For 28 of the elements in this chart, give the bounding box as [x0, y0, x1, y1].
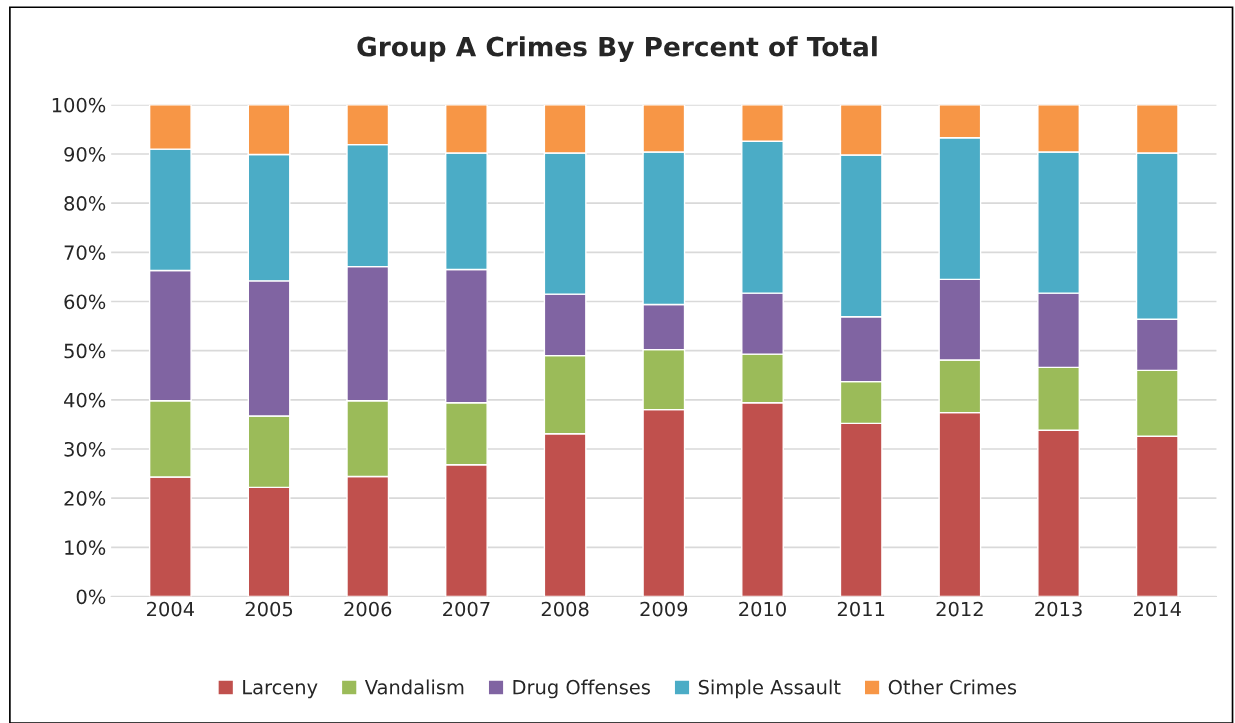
x-tick-label: 2008 — [541, 601, 589, 617]
x-tick-label: 2005 — [245, 601, 293, 617]
legend-label: Simple Assault — [698, 679, 841, 699]
y-tick-label: 100% — [52, 97, 106, 113]
legend-label: Vandalism — [364, 679, 464, 695]
y-tick-label: 80% — [64, 196, 106, 211]
y-tick-label: 50% — [64, 343, 106, 359]
y-tick-label: 70% — [64, 245, 106, 260]
legend-label: Drug Offenses — [513, 679, 650, 699]
legend-label: Other Crimes — [888, 679, 1017, 695]
x-tick-label: 2013 — [1035, 601, 1082, 617]
legend-label: Larceny — [243, 680, 318, 699]
y-tick-label: 40% — [64, 392, 106, 408]
y-tick-label: 60% — [64, 294, 106, 310]
chart-title: Group A Crimes By Percent of Total — [357, 36, 877, 62]
x-tick-label: 2014 — [1133, 601, 1181, 617]
x-tick-label: 2004 — [147, 601, 195, 617]
x-tick-label: 2009 — [640, 601, 688, 617]
y-tick-label: 20% — [64, 491, 106, 506]
y-tick-label: 90% — [64, 146, 106, 162]
y-tick-label: 30% — [64, 441, 106, 457]
x-tick-label: 2012 — [936, 601, 983, 617]
x-tick-label: 2010 — [739, 601, 786, 617]
x-tick-label: 2007 — [443, 601, 490, 617]
y-tick-label: 10% — [65, 540, 106, 555]
y-tick-label: 0% — [76, 589, 106, 605]
x-tick-label: 2011 — [837, 601, 885, 617]
x-tick-label: 2006 — [344, 601, 392, 617]
